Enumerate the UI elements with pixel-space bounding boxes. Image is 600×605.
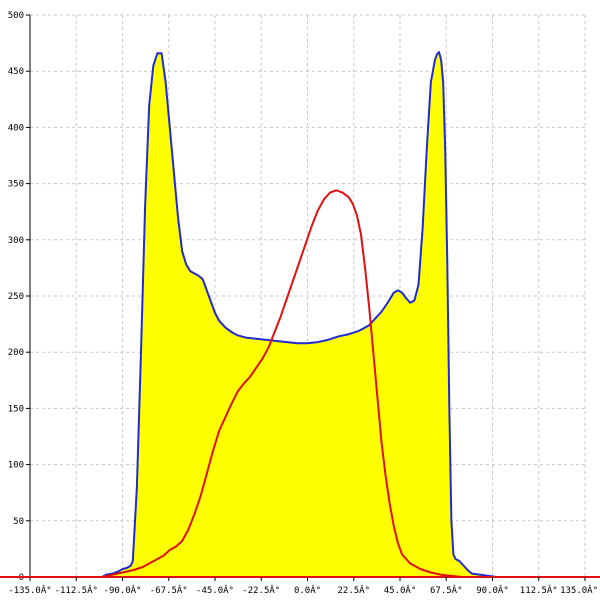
x-tick-label: -22.5Â° bbox=[242, 584, 280, 596]
y-tick-label: 50 bbox=[13, 517, 24, 527]
y-tick-label: 150 bbox=[8, 404, 24, 414]
series-0-area bbox=[101, 52, 497, 577]
y-tick-label: 450 bbox=[8, 67, 24, 77]
x-tick-label: -67.5Â° bbox=[150, 584, 188, 596]
x-tick-label: -135.0Â° bbox=[8, 584, 51, 596]
y-tick-label: 300 bbox=[8, 236, 24, 246]
axis-layer: 050100150200250300350400450500-135.0Â°-1… bbox=[0, 11, 600, 596]
x-tick-label: 90.0Â° bbox=[476, 584, 509, 596]
x-tick-label: 0.0Â° bbox=[294, 584, 321, 596]
y-tick-label: 400 bbox=[8, 123, 24, 133]
x-tick-label: 112.5Â° bbox=[520, 584, 558, 596]
x-tick-label: 135.0Â° bbox=[560, 584, 598, 596]
x-tick-label: 22.5Â° bbox=[337, 584, 370, 596]
y-tick-label: 100 bbox=[8, 461, 24, 471]
series-1-line bbox=[101, 189, 585, 578]
x-tick-label: -112.5Â° bbox=[55, 584, 98, 596]
y-tick-label: 200 bbox=[8, 348, 24, 358]
series-0-line bbox=[101, 51, 497, 578]
x-tick-label: 67.5Â° bbox=[430, 584, 463, 596]
x-tick-label: 45.0Â° bbox=[384, 584, 417, 596]
y-tick-label: 250 bbox=[8, 292, 24, 302]
y-tick-label: 350 bbox=[8, 180, 24, 190]
y-tick-label: 500 bbox=[8, 11, 24, 21]
x-tick-label: -45.0Â° bbox=[196, 584, 234, 596]
series-layer bbox=[101, 51, 585, 578]
x-tick-label: -90.0Â° bbox=[104, 584, 142, 596]
